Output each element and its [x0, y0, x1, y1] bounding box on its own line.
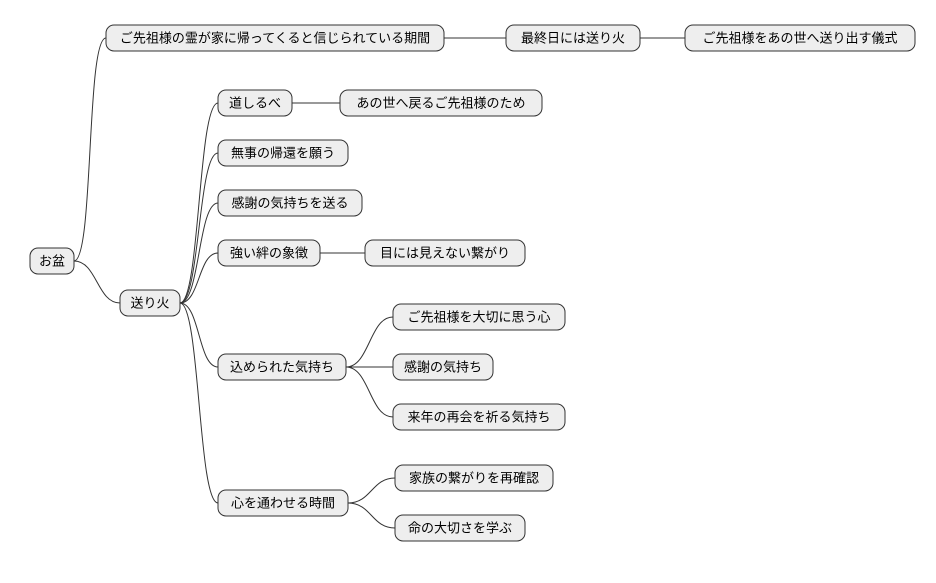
node-label: 目には見えない繋がり [380, 243, 510, 262]
node-label: 感謝の気持ち [404, 357, 482, 376]
node-modoru: あの世へ戻るご先祖様のため [340, 90, 542, 116]
node-label: 命の大切さを学ぶ [408, 518, 512, 537]
mindmap-diagram: お盆 ご先祖様の霊が家に帰ってくると信じられている期間 最終日には送り火 ご先祖様をあ… [0, 0, 936, 583]
edge-komerareta-rainen [346, 367, 393, 417]
node-komerareta: 込められた気持ち [218, 354, 346, 380]
edge-okuribi-buji [180, 153, 218, 303]
edge-okuribi-michi [180, 103, 218, 303]
node-inochi: 命の大切さを学ぶ [395, 515, 525, 541]
node-lastday: 最終日には送り火 [506, 25, 640, 51]
node-label: ご先祖様を大切に思う心 [407, 307, 550, 326]
edge-obon-period [74, 38, 106, 261]
node-label: 感謝の気持ちを送る [231, 193, 348, 212]
node-kizuna: 強い絆の象徴 [218, 240, 320, 266]
node-okuribi: 送り火 [120, 290, 180, 316]
node-label: 心を通わせる時間 [231, 493, 335, 512]
node-label: ご先祖様をあの世へ送り出す儀式 [702, 28, 897, 47]
node-rainen: 来年の再会を祈る気持ち [393, 404, 565, 430]
nodes-layer: お盆 ご先祖様の霊が家に帰ってくると信じられている期間 最終日には送り火 ご先祖様をあ… [30, 25, 915, 541]
node-mienai: 目には見えない繋がり [365, 240, 525, 266]
edge-kokoro-inochi [348, 503, 395, 528]
node-period: ご先祖様の霊が家に帰ってくると信じられている期間 [106, 25, 444, 51]
edge-obon-okuribi [74, 261, 120, 303]
node-kazoku: 家族の繋がりを再確認 [395, 465, 553, 491]
node-label: お盆 [39, 251, 65, 270]
node-obon: お盆 [30, 248, 74, 274]
node-buji: 無事の帰還を願う [218, 140, 348, 166]
node-kansha: 感謝の気持ちを送る [218, 190, 362, 216]
node-michi: 道しるべ [218, 90, 292, 116]
node-label: 送り火 [130, 293, 169, 312]
node-label: あの世へ戻るご先祖様のため [356, 93, 525, 112]
node-label: 無事の帰還を願う [231, 143, 335, 162]
node-label: 家族の繋がりを再確認 [409, 468, 539, 487]
node-label: 来年の再会を祈る気持ち [407, 407, 550, 426]
edge-komerareta-taisetsu [346, 317, 393, 367]
edge-kokoro-kazoku [348, 478, 395, 503]
node-label: 最終日には送り火 [521, 28, 625, 47]
edge-okuribi-kansha [180, 203, 218, 303]
node-label: 道しるべ [229, 93, 281, 112]
node-taisetsu: ご先祖様を大切に思う心 [393, 304, 565, 330]
edge-okuribi-komerareta [180, 303, 218, 367]
edge-okuribi-kokoro [180, 303, 218, 503]
node-label: 込められた気持ち [230, 357, 334, 376]
node-label: 強い絆の象徴 [230, 243, 308, 262]
node-kokoro: 心を通わせる時間 [218, 490, 348, 516]
node-ritual: ご先祖様をあの世へ送り出す儀式 [685, 25, 915, 51]
node-label: ご先祖様の霊が家に帰ってくると信じられている期間 [120, 28, 430, 47]
node-kansha2: 感謝の気持ち [393, 354, 493, 380]
